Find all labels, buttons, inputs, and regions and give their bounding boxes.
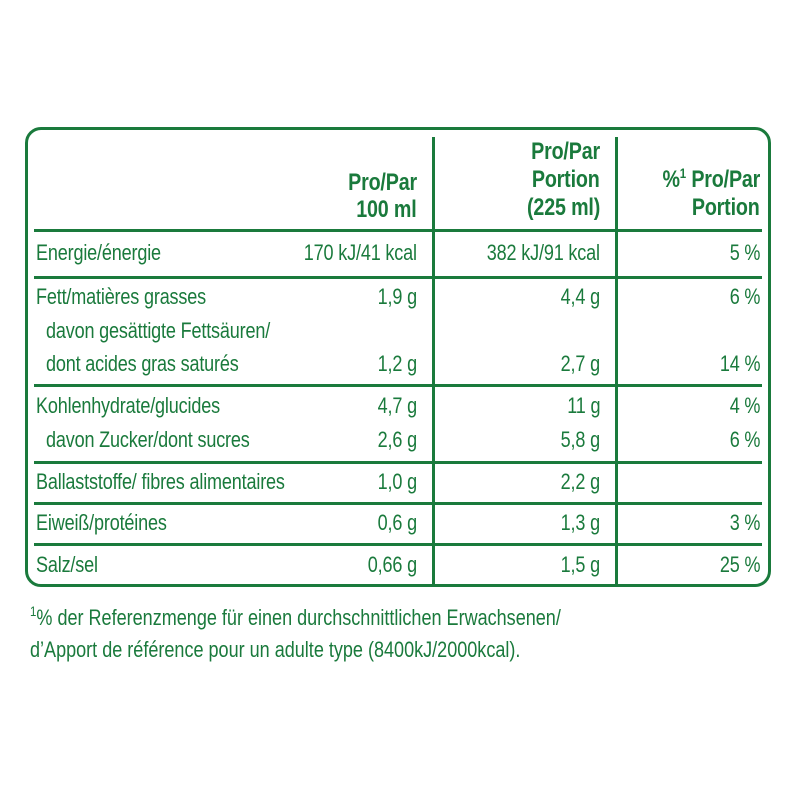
row-divider bbox=[34, 229, 762, 232]
column-divider-1 bbox=[432, 137, 435, 587]
row-divider bbox=[34, 384, 762, 387]
row-divider bbox=[34, 461, 762, 464]
column-divider-2 bbox=[615, 137, 618, 587]
row-divider bbox=[34, 543, 762, 546]
row-divider bbox=[34, 276, 762, 279]
row-divider bbox=[34, 502, 762, 505]
nutrition-table-border bbox=[25, 127, 771, 587]
